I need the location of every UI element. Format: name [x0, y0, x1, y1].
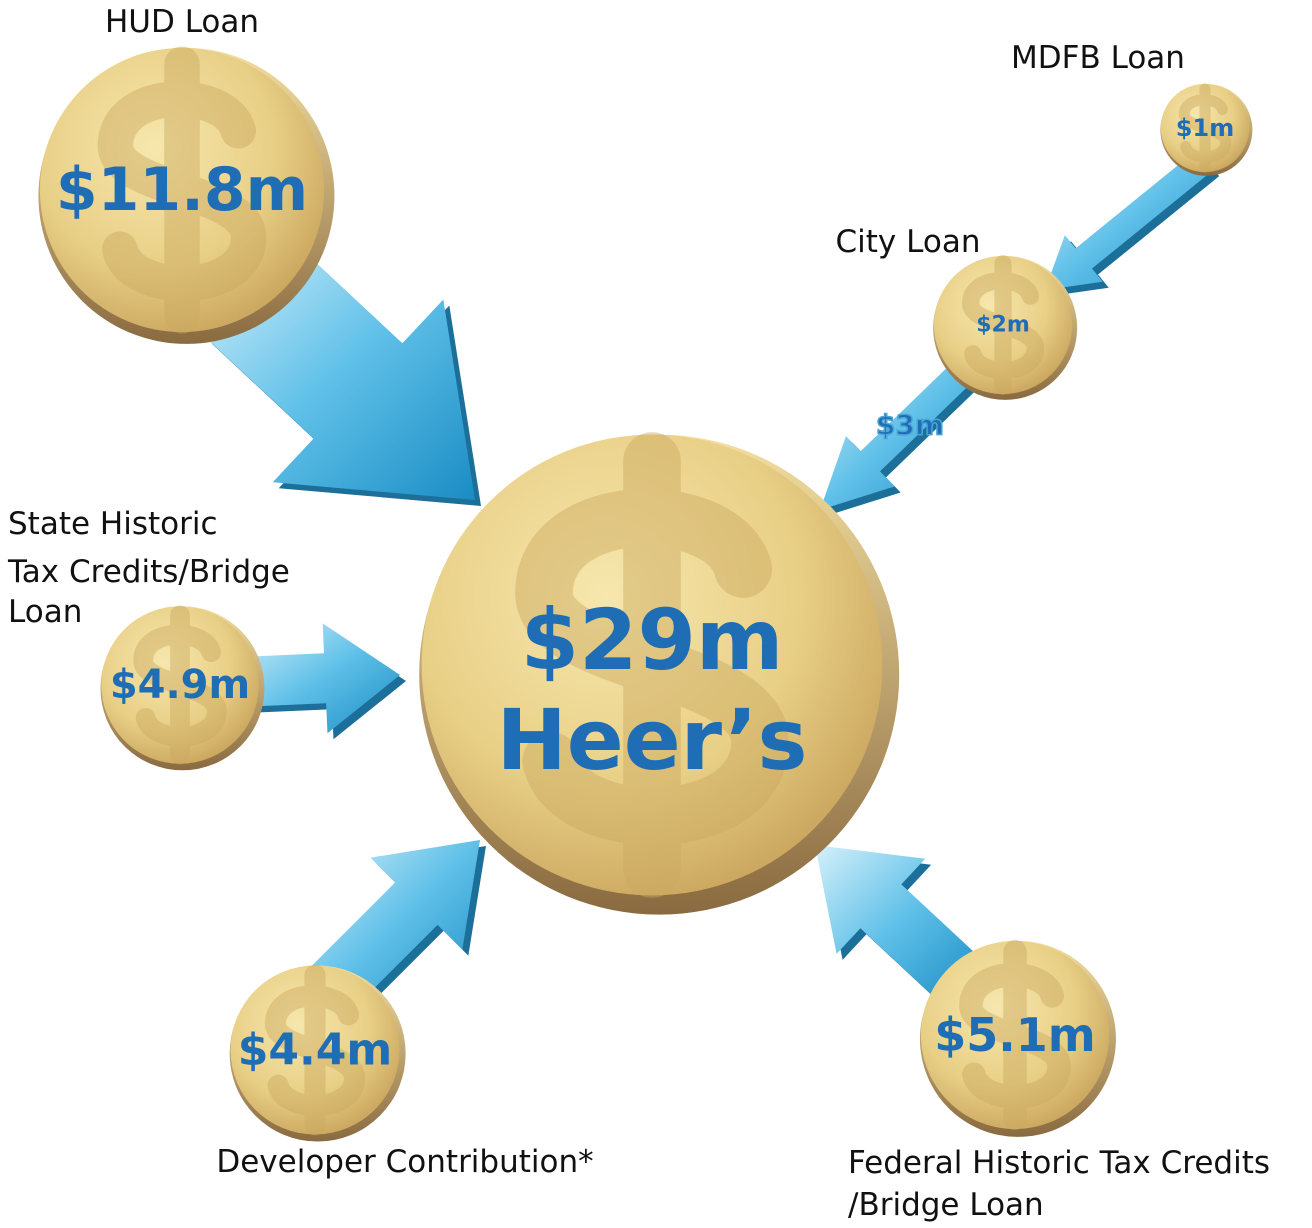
source-label: City Loan: [836, 224, 981, 260]
coin: [421, 434, 883, 896]
dollar-sign: [264, 964, 366, 1136]
dollar-sign: [97, 46, 267, 334]
coin: [920, 940, 1110, 1130]
arrow: [1045, 149, 1214, 290]
source-label: Developer Contribution*: [216, 1144, 593, 1180]
coin: [101, 606, 259, 764]
arrow: [238, 623, 400, 734]
source-label: MDFB Loan: [1011, 40, 1185, 76]
dollar-sign: [133, 605, 227, 765]
source-label: Federal Historic Tax Credits: [848, 1145, 1270, 1181]
center-amount: $29m: [521, 591, 784, 689]
source-amount: $1m: [1176, 114, 1234, 142]
flow-amount: $3m: [876, 409, 944, 442]
dollar-sign: [959, 939, 1071, 1131]
coin: [230, 965, 400, 1135]
arrow: [815, 845, 981, 1002]
source-amount: $2m: [976, 313, 1030, 338]
source-label: State Historic: [8, 506, 218, 542]
center-name: Heer’s: [496, 691, 807, 789]
source-amount: $4.9m: [110, 662, 250, 708]
source-amount: $5.1m: [934, 1008, 1095, 1062]
source-amount: $11.8m: [56, 155, 308, 225]
dollar-sign: [515, 432, 789, 898]
arrow: [308, 840, 480, 1012]
source-label: HUD Loan: [105, 4, 259, 40]
source-label: Loan: [8, 594, 82, 630]
coin: [1160, 83, 1250, 173]
coin: [933, 255, 1073, 395]
source-label: /Bridge Loan: [848, 1187, 1044, 1223]
dollar-sign: [961, 255, 1045, 395]
arrow: [820, 349, 985, 510]
coin: [39, 47, 325, 333]
dollar-sign: [1178, 83, 1232, 173]
source-amount: $4.4m: [238, 1025, 392, 1076]
source-label: Tax Credits/Bridge: [7, 554, 290, 590]
